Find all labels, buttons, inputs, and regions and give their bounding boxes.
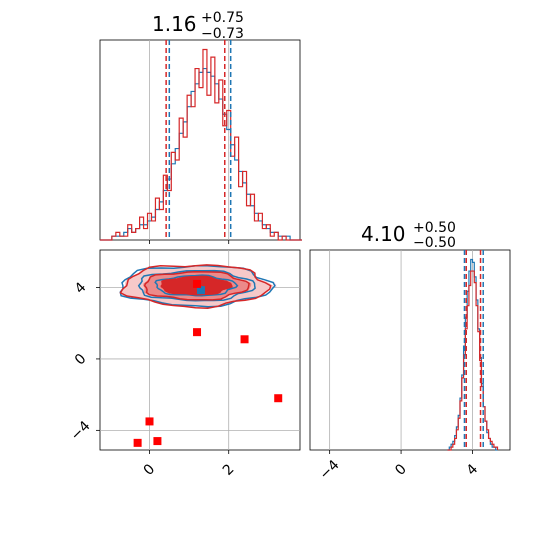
bottom-right-grid — [329, 250, 473, 450]
bottom-left-point — [133, 438, 142, 447]
bottom-left-contour-blue — [137, 269, 256, 302]
bottom-right-histograms — [447, 258, 499, 451]
bottom-left-contour-red — [143, 270, 250, 301]
bottom-left-points — [133, 279, 283, 447]
top-left-frame — [99, 39, 301, 241]
bottom-left-point — [153, 437, 162, 446]
top-left-grid — [149, 40, 230, 244]
bottom-right-xtick-label: 4 — [464, 461, 482, 479]
top-left-histograms — [100, 48, 302, 241]
bottom-right-quantile-lines — [463, 250, 484, 450]
bottom-left-point — [145, 417, 154, 426]
panel-top-left: 1.16 +0.75 −0.73 — [99, 10, 302, 244]
bottom-right-hist-series — [447, 270, 499, 451]
top-left-title-median: 1.16 — [152, 12, 197, 36]
bottom-left-point — [240, 335, 249, 344]
top-left-hist-series — [100, 48, 302, 241]
bottom-right-title-upper: +0.50 — [413, 220, 456, 236]
bottom-left-xtick-label: 2 — [220, 461, 238, 479]
bottom-right-xtick-label: 0 — [392, 461, 410, 479]
bottom-left-contour-red — [161, 275, 232, 296]
bottom-left-ytick-label: 0 — [72, 351, 90, 369]
top-left-title-upper: +0.75 — [201, 10, 244, 26]
panel-bottom-right: −4 0 4 4.10 +0.50 −0.50 — [309, 220, 511, 483]
bottom-left-ytick-label: −4 — [68, 418, 94, 444]
top-left-quantile-lines — [165, 40, 232, 240]
bottom-right-ticks: −4 0 4 — [317, 450, 482, 483]
bottom-left-contour-blue — [154, 274, 239, 297]
bottom-left-point — [196, 286, 205, 295]
bottom-left-xtick-label: 0 — [141, 461, 159, 479]
top-left-title-lower: −0.73 — [201, 26, 244, 42]
panel-bottom-left: 0 2 4 0 −4 — [68, 249, 301, 479]
bottom-right-title-lower: −0.50 — [413, 235, 456, 251]
bottom-left-point — [274, 394, 283, 403]
bottom-left-point — [193, 328, 202, 337]
bottom-left-point — [193, 279, 202, 288]
bottom-left-contour-red — [119, 264, 272, 309]
bottom-right-xtick-label: −4 — [317, 457, 343, 483]
bottom-left-ytick-label: 4 — [72, 279, 90, 297]
bottom-right-title-median: 4.10 — [361, 222, 406, 246]
